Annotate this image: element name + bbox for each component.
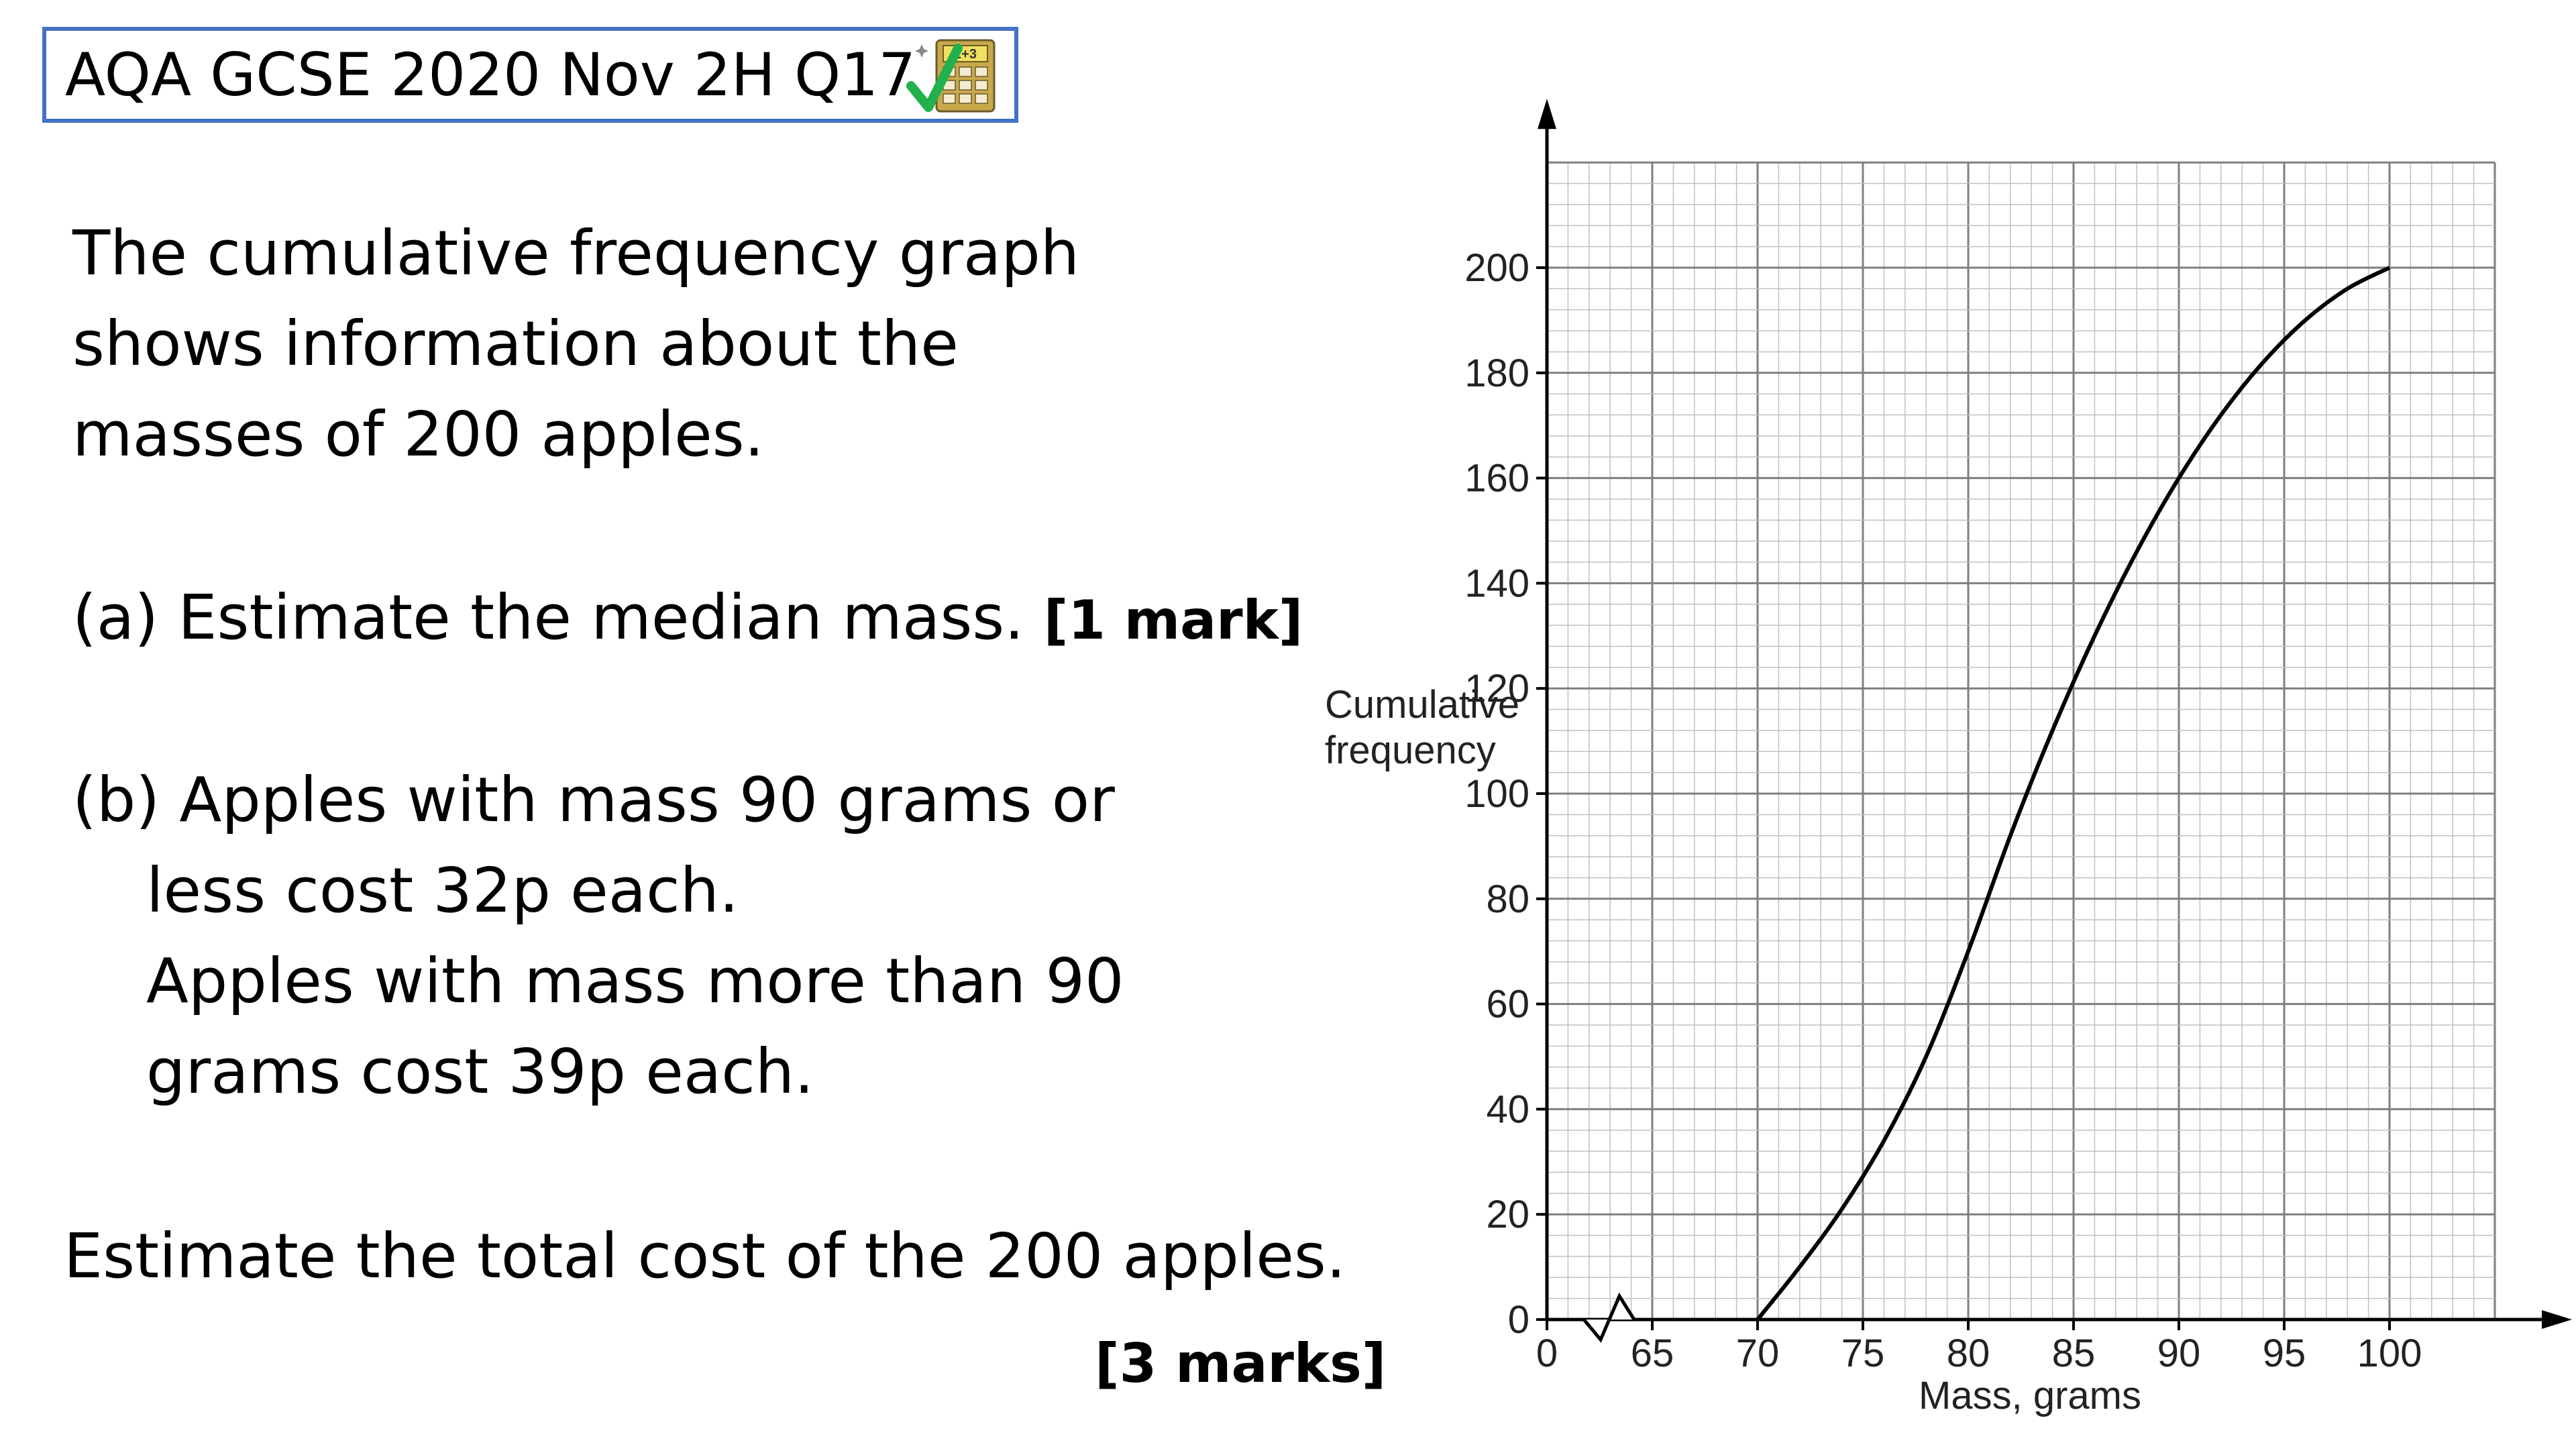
cumulative-frequency-curve [1756, 266, 2391, 1321]
x-tick-label: 90 [2157, 1332, 2201, 1375]
intro-line-3: masses of 200 apples. [72, 398, 764, 470]
y-tick-label: 200 [1464, 246, 1529, 290]
y-tick-label: 160 [1464, 457, 1529, 500]
x-tick-label: 70 [1736, 1332, 1780, 1375]
part-b-line-2: less cost 32p each. [146, 855, 739, 926]
x-tick-label: 65 [1631, 1332, 1674, 1375]
task-text: Estimate the total cost of the 200 apple… [64, 1220, 1346, 1292]
part-a-marks: [1 mark] [1043, 589, 1303, 651]
y-tick-label: 180 [1464, 352, 1529, 395]
y-axis-label-line-2: frequency [1325, 729, 1496, 772]
part-b-line-3: Apples with mass more than 90 [146, 945, 1124, 1017]
part-a: (a) Estimate the median mass. [1 mark] [72, 572, 1303, 665]
y-tick-label: 0 [1508, 1298, 1529, 1342]
y-tick-label: 120 [1464, 667, 1529, 710]
calculator-with-checkmark-icon: 2+3 [906, 39, 996, 113]
cumulative-frequency-chart: 0 65 70 75 80 85 90 95 100 0 20 40 60 80 100 120 140 160 1… [1325, 99, 2572, 1417]
y-tick-label: 80 [1486, 877, 1529, 921]
chart-grid [1546, 161, 2496, 1321]
part-a-text: (a) Estimate the median mass. [72, 582, 1024, 653]
y-tick-label: 140 [1464, 561, 1529, 605]
y-tick-label: 20 [1486, 1193, 1529, 1236]
x-tick-label: 95 [2263, 1332, 2306, 1375]
x-tick-label: 75 [1841, 1332, 1885, 1375]
x-tick-label: 0 [1536, 1332, 1558, 1375]
part-b-line-1: (b) Apples with mass 90 grams or [72, 764, 1115, 836]
x-axis-label: Mass, grams [1919, 1374, 2141, 1417]
task-marks: [3 marks] [1095, 1332, 1387, 1395]
x-tick-label: 85 [2052, 1332, 2096, 1375]
question-title-box: AQA GCSE 2020 Nov 2H Q17 2+3 [42, 27, 1018, 123]
x-axis-arrow [2542, 1310, 2572, 1329]
question-title: AQA GCSE 2020 Nov 2H Q17 [65, 40, 916, 109]
y-tick-label: 60 [1486, 983, 1529, 1026]
axis-break-zigzag [1582, 1292, 1636, 1343]
y-tick-label: 40 [1486, 1087, 1529, 1131]
intro-line-1: The cumulative frequency graph [72, 217, 1080, 289]
x-tick-label: 80 [1947, 1332, 1990, 1375]
y-axis-label-line-1: Cumulative [1325, 683, 1519, 727]
chart-ticks: 0 65 70 75 80 85 90 95 100 0 20 40 60 80 100 120 140 160 1… [1464, 246, 2422, 1375]
part-b-line-4: grams cost 39p each. [146, 1036, 814, 1108]
y-tick-label: 100 [1464, 772, 1529, 816]
chart-axes [1538, 99, 2572, 1343]
x-tick-label: 100 [2357, 1332, 2422, 1375]
y-axis-arrow [1538, 99, 1556, 129]
intro-line-2: shows information about the [72, 308, 959, 380]
